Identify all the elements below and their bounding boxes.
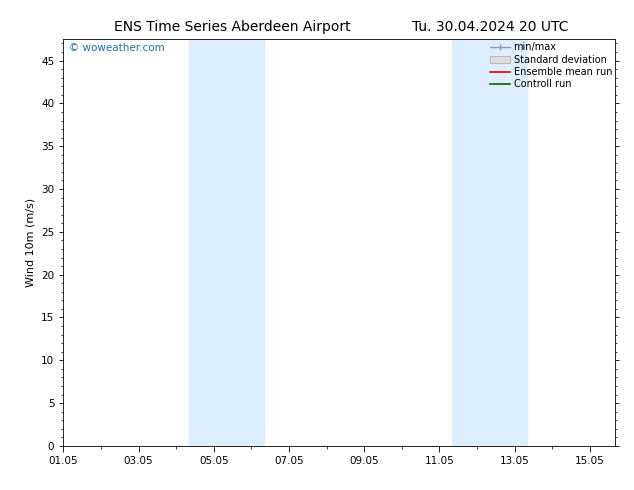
Bar bbox=[452, 39, 527, 446]
Text: Tu. 30.04.2024 20 UTC: Tu. 30.04.2024 20 UTC bbox=[412, 20, 569, 34]
Legend: min/max, Standard deviation, Ensemble mean run, Controll run: min/max, Standard deviation, Ensemble me… bbox=[490, 42, 612, 89]
Text: ENS Time Series Aberdeen Airport: ENS Time Series Aberdeen Airport bbox=[114, 20, 351, 34]
Text: © woweather.com: © woweather.com bbox=[69, 43, 165, 53]
Bar bbox=[188, 39, 264, 446]
Y-axis label: Wind 10m (m/s): Wind 10m (m/s) bbox=[25, 198, 36, 287]
